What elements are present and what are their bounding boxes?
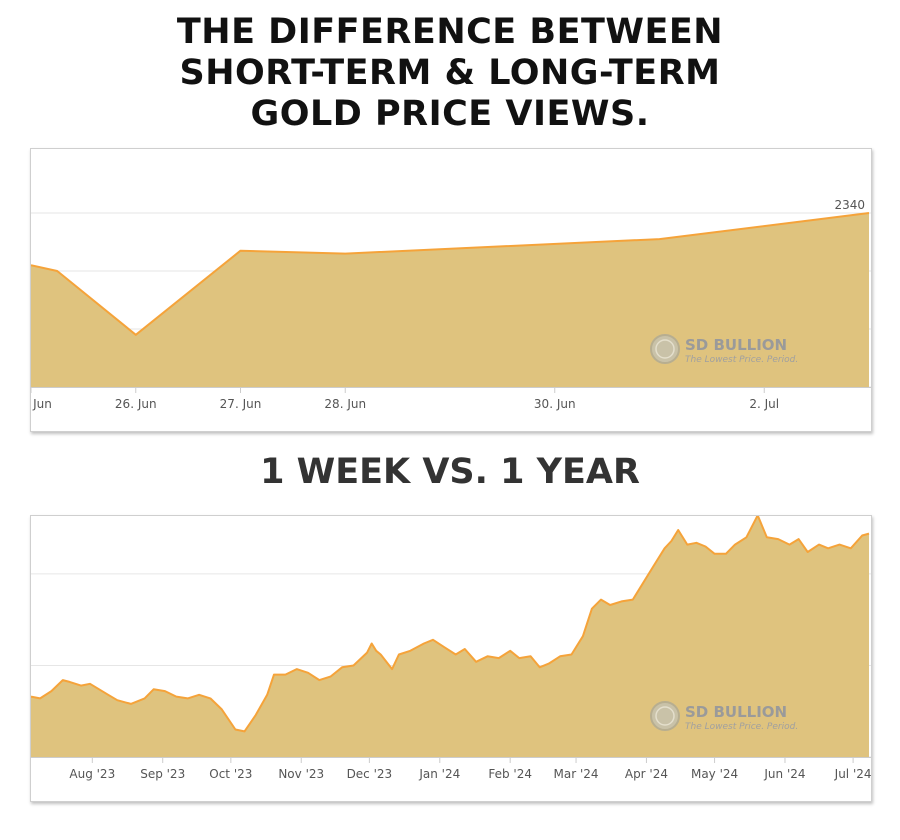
x-tick-label: Jan '24 (418, 767, 460, 781)
x-tick-label: Jul '24 (834, 767, 871, 781)
coin-icon (650, 701, 680, 731)
watermark-brand: SD BULLION (685, 336, 787, 354)
x-tick-label: Nov '23 (278, 767, 324, 781)
watermark-tagline: The Lowest Price. Period. (685, 722, 798, 732)
title-line-1: THE DIFFERENCE BETWEEN (176, 12, 724, 52)
x-tick-label: Oct '23 (209, 767, 252, 781)
y-tick-label: 2340 (834, 198, 865, 212)
comparison-subtitle: 1 WEEK VS. 1 YEAR (260, 452, 640, 492)
x-tick-label: 28. Jun (324, 397, 366, 411)
title-line-3: GOLD PRICE VIEWS. (250, 94, 650, 134)
x-tick-label: Dec '23 (347, 767, 393, 781)
coin-icon-ring (655, 339, 675, 359)
watermark-brand: SD BULLION (685, 703, 787, 721)
x-tick-label: 2. Jul (749, 397, 779, 411)
x-tick-label: 26. Jun (115, 397, 157, 411)
x-tick-label: Sep '23 (140, 767, 185, 781)
x-tick-label: Apr '24 (625, 767, 668, 781)
x-tick-label: 27. Jun (220, 397, 262, 411)
x-tick-label: 30. Jun (534, 397, 576, 411)
x-tick-label: 25. Jun (31, 397, 52, 411)
coin-icon (650, 334, 680, 364)
coin-icon-ring (655, 706, 675, 726)
x-tick-label: Mar '24 (554, 767, 599, 781)
x-tick-label: May '24 (691, 767, 738, 781)
x-tick-label: Jun '24 (763, 767, 805, 781)
x-tick-label: Feb '24 (488, 767, 532, 781)
price-line (31, 212, 870, 336)
title-line-2: SHORT-TERM & LONG-TERM (179, 53, 721, 93)
price-area (31, 516, 869, 757)
x-tick-label: Aug '23 (69, 767, 115, 781)
watermark-tagline: The Lowest Price. Period. (685, 355, 798, 365)
main-title: THE DIFFERENCE BETWEEN SHORT-TERM & LONG… (0, 12, 900, 135)
price-line (31, 516, 870, 733)
